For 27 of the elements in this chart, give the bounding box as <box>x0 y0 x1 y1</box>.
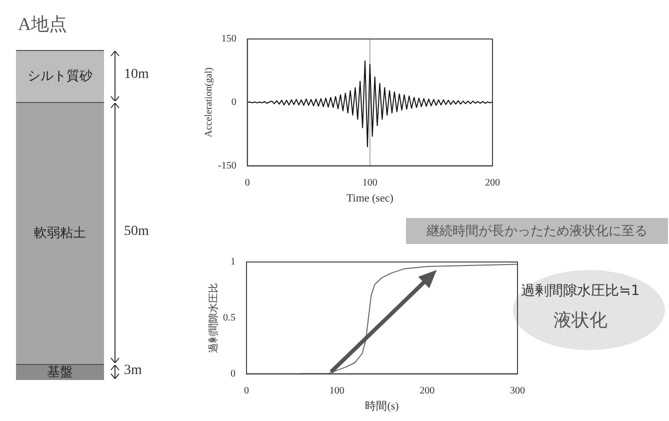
y-tick-label: -150 <box>218 160 236 172</box>
x-axis-title: Time (sec) <box>346 192 394 204</box>
text: 継続時間が長かったため液状化に至る <box>406 218 668 244</box>
data-label: 50m <box>124 224 149 240</box>
category-label: シルト質砂 <box>16 50 104 102</box>
y-tick-label: 1 <box>230 256 236 268</box>
y-axis-title: 過剰間隙水圧比 <box>208 282 220 353</box>
x-tick-label: 200 <box>485 177 500 188</box>
y-tick-label: 0.5 <box>223 312 236 324</box>
text: 過剰間隙水圧比≒1 <box>520 282 641 300</box>
y-tick-label: 0 <box>231 97 236 108</box>
x-axis-title: 時間(s) <box>365 399 400 412</box>
y-axis-title: Acceleration(gal) <box>204 67 215 138</box>
x-tick-label: 0 <box>244 385 249 396</box>
x-tick-label: 200 <box>420 385 435 396</box>
text: 液状化 <box>552 309 608 332</box>
x-tick-label: 100 <box>362 177 378 188</box>
category-label: 軟弱粘土 <box>16 102 104 364</box>
text: A地点 <box>18 13 67 36</box>
x-tick-label: 300 <box>510 385 525 396</box>
data-label: 10m <box>124 67 149 84</box>
category-label: 基盤 <box>16 364 104 380</box>
y-tick-label: 0 <box>230 368 236 380</box>
x-tick-label: 100 <box>329 385 344 396</box>
x-tick-label: 0 <box>244 177 250 188</box>
y-tick-label: 150 <box>221 34 236 45</box>
data-label: 3m <box>124 363 142 380</box>
